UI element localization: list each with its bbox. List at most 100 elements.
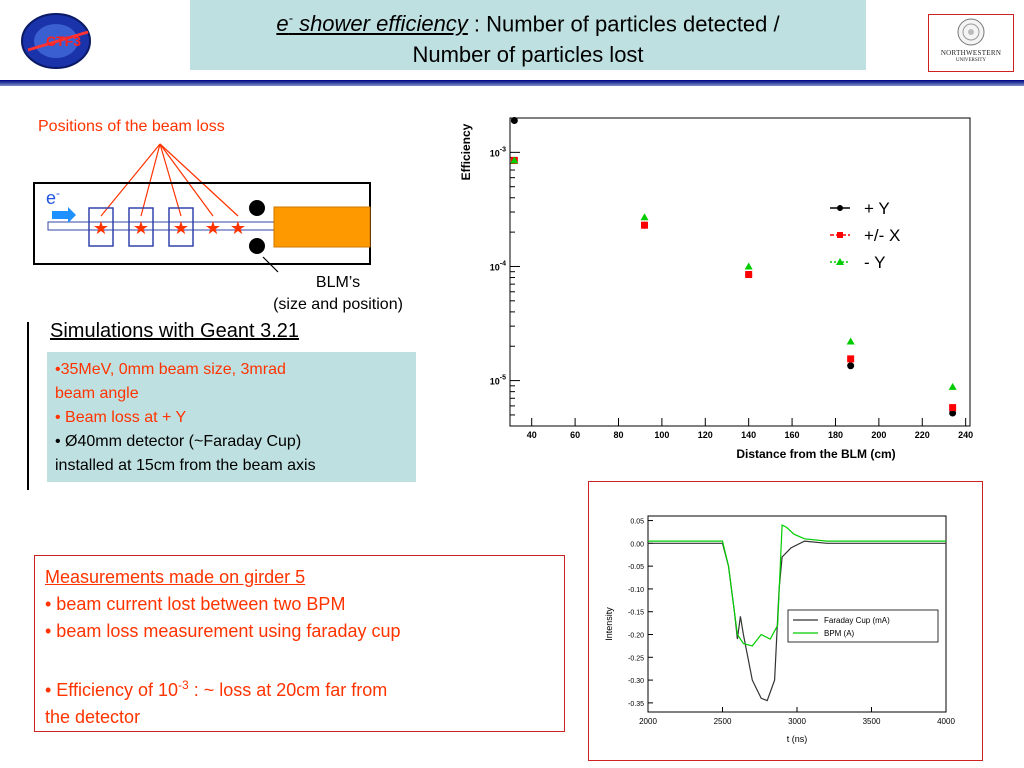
blm-label-line2: (size and position) <box>273 296 403 313</box>
x-tick-label: 180 <box>828 430 843 440</box>
simulations-title: Simulations with Geant 3.21 <box>50 320 300 342</box>
data-point-minus-y <box>846 337 855 345</box>
data-point-minus-y <box>744 262 753 270</box>
beam-loss-arrows <box>100 143 239 217</box>
northwestern-name: NORTHWESTERN <box>940 49 1002 57</box>
star-icon: ★ <box>93 218 109 238</box>
sim-line-4: • Ø40mm detector (~Faraday Cup) <box>55 433 302 450</box>
measurement-item-3-line2: the detector <box>45 707 141 727</box>
ctf3-logo-text: CTF3 <box>46 33 81 49</box>
x-axis-label: Distance from the BLM (cm) <box>736 447 895 461</box>
slide-title: e- shower efficiency : Number of particl… <box>190 0 866 70</box>
x-tick-label: 140 <box>741 430 756 440</box>
title-line-1: e- shower efficiency : Number of particl… <box>276 11 780 37</box>
university-label: UNIVERSITY <box>956 58 986 63</box>
measurement-item-1: • beam current lost between two BPM <box>45 594 346 614</box>
ctf3-logo: CTF3 <box>21 13 91 69</box>
y-tick-label: -0.35 <box>628 701 644 708</box>
blm-label: BLM’s (size and position) <box>238 272 438 316</box>
legend-box <box>787 609 939 643</box>
bpm-box-3 <box>168 207 194 247</box>
x-tick-label: 100 <box>654 430 669 440</box>
y-axis-label: Efficiency <box>459 123 473 180</box>
data-point-minus-y <box>510 156 519 164</box>
legend-label: +/- X <box>864 226 900 245</box>
y-tick-label: -0.05 <box>628 564 644 571</box>
sim-line-3: • Beam loss at + Y <box>55 409 187 426</box>
header-divider <box>0 80 1024 86</box>
x-axis-label: t (ns) <box>787 734 808 744</box>
northwestern-logo: NORTHWESTERN UNIVERSITY <box>928 14 1014 72</box>
y-tick-label: 10-4 <box>490 260 506 272</box>
x-tick-label: 2000 <box>639 717 657 726</box>
university-seal-icon <box>957 18 985 46</box>
data-point-x <box>847 355 855 363</box>
blm-upper <box>249 200 265 216</box>
positions-label: Positions of the beam loss <box>38 118 225 135</box>
beam-direction-arrow-icon <box>52 207 76 223</box>
legend-label: Faraday Cup (mA) <box>824 616 890 625</box>
y-tick-label: -0.15 <box>628 610 644 617</box>
bpm-box-2 <box>128 207 154 247</box>
x-tick-label: 3000 <box>788 717 806 726</box>
x-tick-label: 60 <box>570 430 580 440</box>
measurement-item-2: • beam loss measurement using faraday cu… <box>45 621 401 641</box>
measurement-item-3: • Efficiency of 10-3 : ~ loss at 20cm fa… <box>45 678 388 700</box>
data-point-minus-y <box>640 213 649 221</box>
measurements-heading: Measurements made on girder 5 <box>45 567 306 587</box>
loss-markers: ★ ★ ★ ★ ★ <box>93 218 246 238</box>
y-tick-label: -0.30 <box>628 678 644 685</box>
x-tick-label: 4000 <box>937 717 955 726</box>
legend-marker <box>837 232 843 238</box>
sim-line-2: beam angle <box>55 385 139 402</box>
blm-lower <box>249 238 265 254</box>
star-icon: ★ <box>133 218 149 238</box>
data-point-x <box>949 404 957 412</box>
data-point-x <box>641 221 649 229</box>
y-tick-label: 0.05 <box>630 519 644 526</box>
bpm-series-line <box>648 524 946 647</box>
y-axis-label: Intensity <box>604 607 614 641</box>
star-icon: ★ <box>230 218 246 238</box>
x-tick-label: 40 <box>527 430 537 440</box>
efficiency-chart: 40 60 80 100 120 140 160 180 200 220 240 10-3 10-4 10… <box>459 117 973 461</box>
data-point-plus-y <box>949 409 957 417</box>
particle-label: e- <box>46 186 60 208</box>
legend-label: BPM (A) <box>824 629 855 638</box>
data-point-plus-y <box>847 362 855 370</box>
intensity-chart: 2000 2500 3000 3500 4000 0.05 0.00 -0.05 -0.10 -0… <box>604 515 955 744</box>
y-tick-label: -0.20 <box>628 633 644 640</box>
x-tick-label: 80 <box>613 430 623 440</box>
plot-frame <box>509 117 971 427</box>
data-point-plus-y <box>510 117 518 125</box>
x-tick-label: 2500 <box>714 717 732 726</box>
title-line-2: Number of particles lost <box>412 42 644 68</box>
x-tick-label: 160 <box>785 430 800 440</box>
y-tick-label: 10-3 <box>490 146 506 158</box>
star-icon: ★ <box>205 218 221 238</box>
legend-marker <box>836 258 844 265</box>
sim-line-1: •35MeV, 0mm beam size, 3mrad <box>55 361 286 378</box>
legend-marker <box>837 205 843 211</box>
legend-label: + Y <box>864 199 890 218</box>
y-tick-label: 10-5 <box>490 375 506 387</box>
y-tick-label: 0.00 <box>630 541 644 548</box>
data-point-minus-y <box>948 382 957 390</box>
x-tick-label: 3500 <box>863 717 881 726</box>
title-emphasis: e- shower efficiency <box>276 11 468 37</box>
section-bar <box>27 322 29 490</box>
x-tick-label: 120 <box>698 430 713 440</box>
detector-block <box>273 206 371 248</box>
y-tick-label: -0.25 <box>628 655 644 662</box>
blm-label-line1: BLM’s <box>315 274 361 291</box>
x-tick-label: 220 <box>915 430 930 440</box>
sim-line-5: installed at 15cm from the beam axis <box>55 457 316 474</box>
y-tick-label: -0.10 <box>628 587 644 594</box>
x-tick-label: 200 <box>871 430 886 440</box>
legend-label: - Y <box>864 253 885 272</box>
x-tick-label: 240 <box>958 430 973 440</box>
simulation-parameters: •35MeV, 0mm beam size, 3mrad beam angle … <box>47 352 416 482</box>
beam-loss-diagram: ★ ★ ★ ★ ★ e- <box>33 143 371 273</box>
bpm-box-1 <box>88 207 114 247</box>
star-icon: ★ <box>173 218 189 238</box>
